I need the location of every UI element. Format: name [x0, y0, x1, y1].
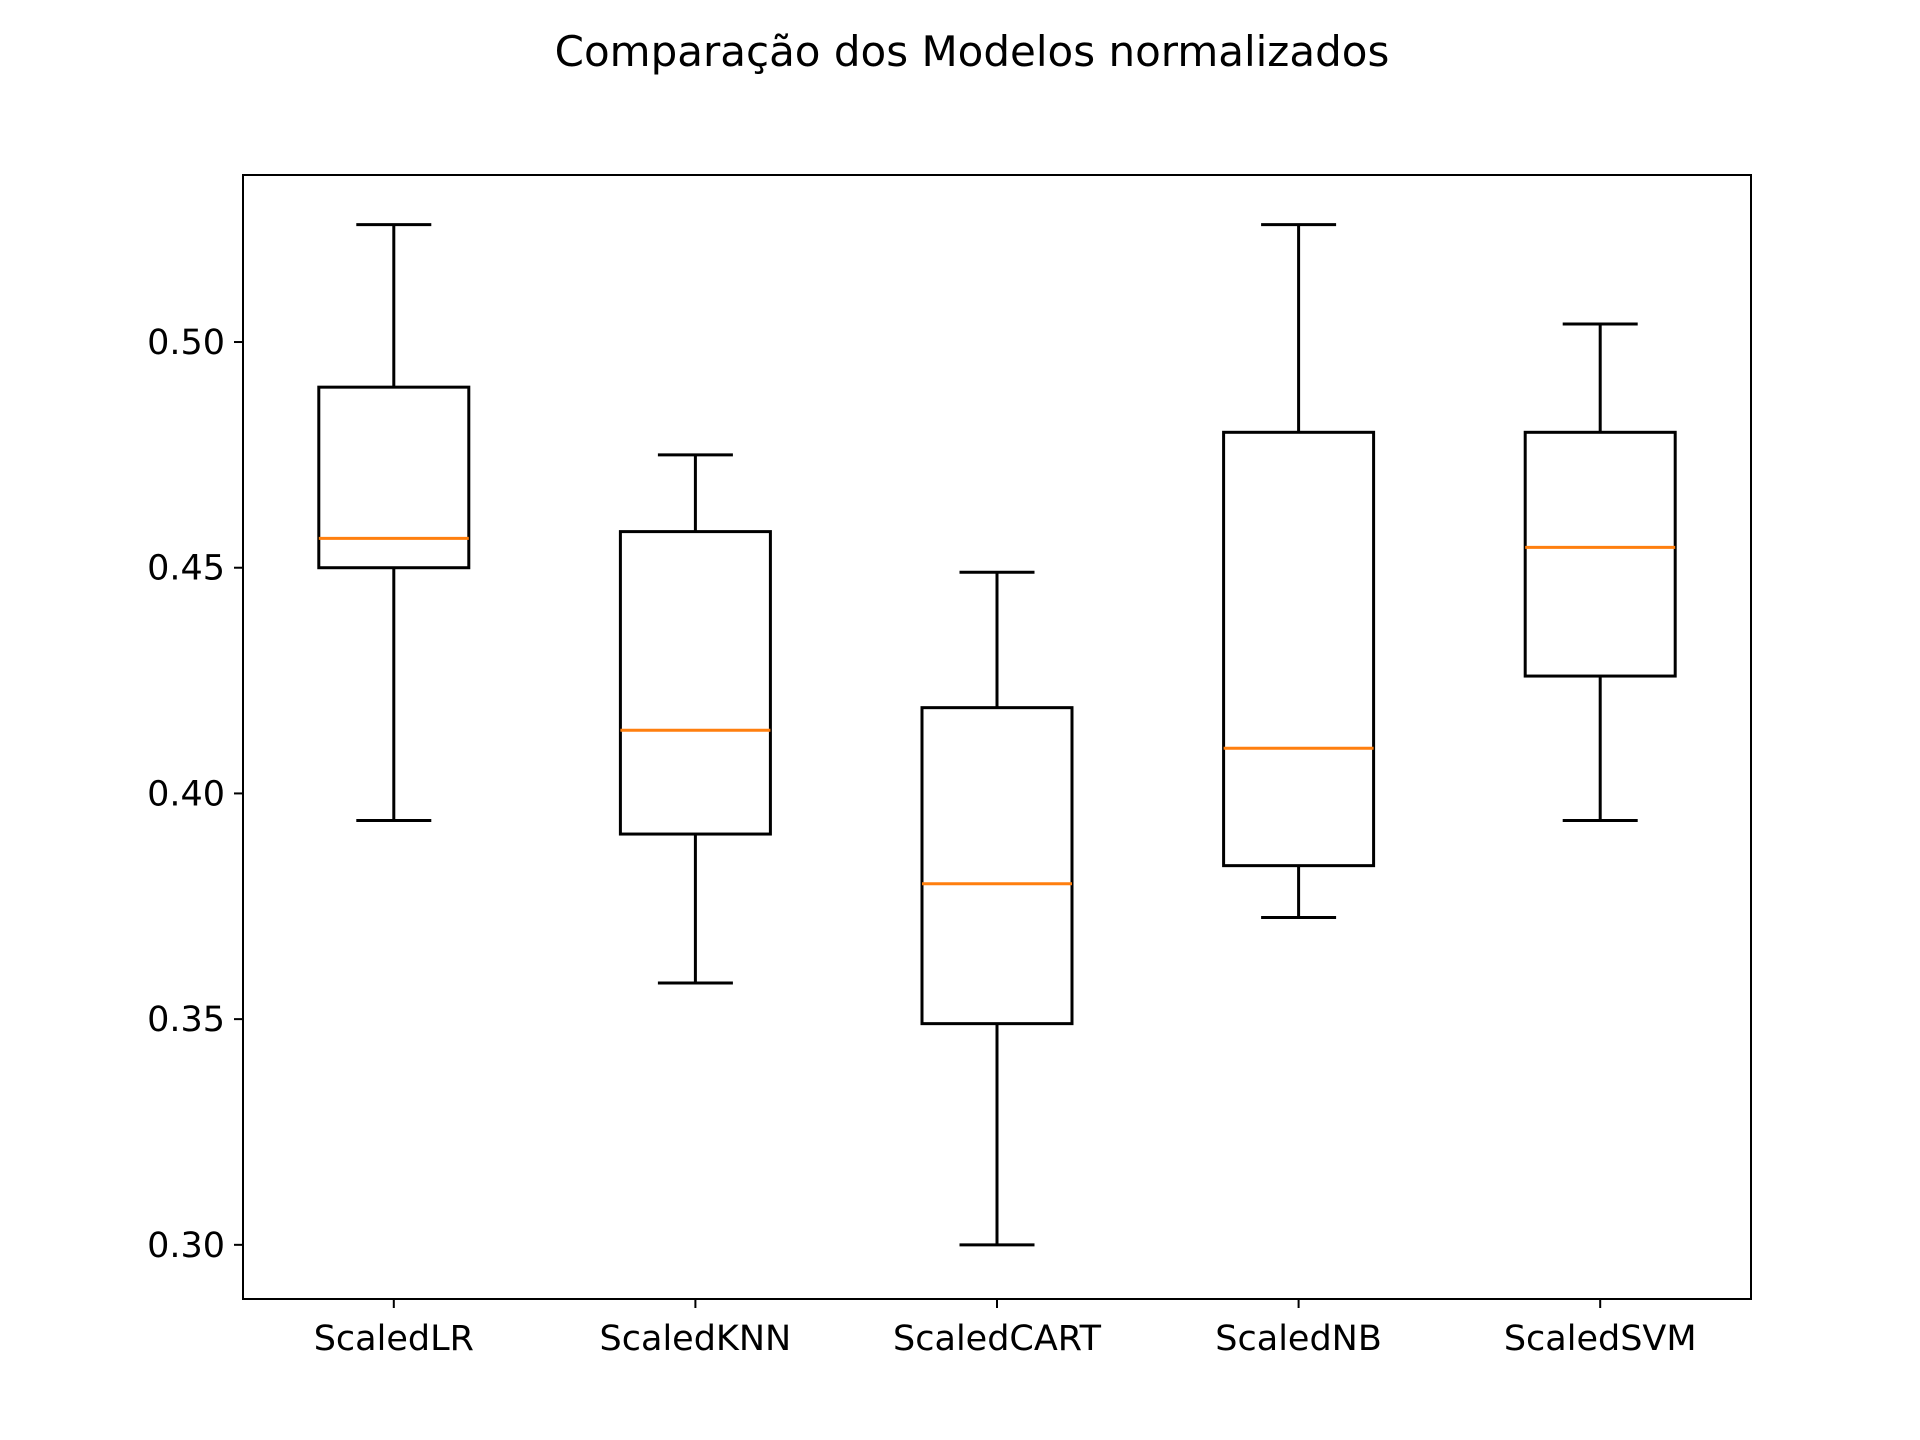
box-ScaledKNN	[618, 453, 772, 985]
x-tick-label: ScaledCART	[893, 1319, 1102, 1359]
iqr-box	[920, 706, 1074, 1026]
x-tick-label: ScaledKNN	[600, 1319, 792, 1359]
chart-title: Comparação dos Modelos normalizados	[555, 27, 1390, 76]
y-axis: 0.30 0.35 0.40 0.45 0.50	[147, 323, 243, 1266]
x-tick-label: ScaledLR	[314, 1319, 474, 1359]
box-ScaledCART	[920, 570, 1074, 1247]
iqr-box	[1523, 430, 1677, 678]
x-axis: ScaledLR ScaledKNN ScaledCART ScaledNB Scale…	[314, 1299, 1697, 1359]
x-tick-label: ScaledNB	[1215, 1319, 1382, 1359]
boxes-layer	[317, 223, 1677, 1247]
y-tick-label: 0.35	[147, 1000, 225, 1040]
y-tick-label: 0.45	[147, 549, 225, 589]
y-tick-label: 0.40	[147, 774, 225, 814]
iqr-box	[317, 385, 471, 570]
y-tick-label: 0.30	[147, 1226, 225, 1266]
box-ScaledSVM	[1523, 322, 1677, 823]
box-ScaledLR	[317, 223, 471, 823]
iqr-box	[618, 530, 772, 836]
y-tick-label: 0.50	[147, 323, 225, 363]
iqr-box	[1222, 430, 1376, 868]
box-ScaledNB	[1222, 223, 1376, 920]
x-tick-label: ScaledSVM	[1504, 1319, 1697, 1359]
